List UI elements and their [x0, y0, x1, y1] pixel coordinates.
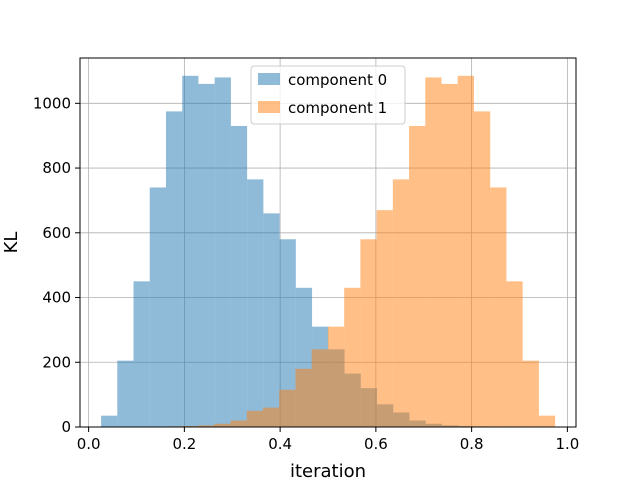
x-tick-label: 0.0: [77, 435, 101, 453]
histogram-bar: [182, 75, 199, 427]
legend-swatch-component-0: [258, 73, 280, 85]
histogram-bar: [149, 187, 166, 427]
histogram-bar: [409, 125, 426, 427]
histogram-bar: [279, 389, 296, 427]
histogram-bar: [246, 410, 263, 427]
y-tick-label: 800: [42, 159, 71, 177]
y-tick-label: 400: [42, 289, 71, 307]
y-tick-label: 600: [42, 224, 71, 242]
histogram-bar: [247, 179, 264, 427]
histogram-bar: [311, 349, 328, 427]
histogram-bar: [360, 239, 377, 427]
histogram-bar: [117, 360, 134, 427]
histogram-bar: [214, 77, 231, 427]
histogram-bar: [133, 281, 150, 427]
histogram-bar: [198, 83, 215, 427]
histogram-bar: [538, 415, 556, 427]
histogram-bar: [425, 77, 442, 427]
histogram-bar: [522, 360, 539, 427]
histogram-bar: [473, 111, 491, 427]
x-tick-label: 1.0: [555, 435, 579, 453]
histogram-bar: [327, 326, 345, 427]
histogram-bar: [198, 425, 215, 427]
x-tick-label: 0.4: [268, 435, 292, 453]
legend-label-component-1: component 1: [288, 99, 387, 117]
histogram-bar: [441, 83, 458, 427]
histogram-bar: [344, 287, 361, 427]
legend: component 0 component 1: [250, 65, 406, 125]
legend-swatch-component-1: [258, 101, 280, 113]
legend-label-component-0: component 0: [288, 71, 387, 89]
histogram-bar: [295, 368, 312, 427]
histogram-bar: [165, 111, 183, 427]
y-axis-title: KL: [1, 232, 22, 254]
histogram-bar: [230, 420, 247, 427]
histogram-bar: [392, 179, 410, 427]
y-tick-label: 1000: [33, 94, 71, 112]
histogram-bar: [376, 210, 393, 427]
legend-box: [250, 65, 406, 125]
histogram-bar: [279, 239, 296, 427]
histogram-bar: [262, 407, 280, 427]
histogram-bar: [490, 187, 507, 427]
histogram-bar: [506, 281, 523, 427]
histogram-bar: [101, 415, 118, 427]
axis-ticks: 0.0 0.2 0.4 0.6 0.8 1.0 0 200 400 600 800 1000: [33, 94, 579, 453]
plot-frame: [79, 57, 577, 428]
y-tick-label: 200: [42, 353, 71, 371]
x-tick-label: 0.2: [172, 435, 196, 453]
histogram-bar: [457, 75, 474, 427]
histogram-bar: [230, 125, 248, 427]
histogram-bar: [214, 423, 231, 427]
series-1: [133, 75, 556, 427]
y-tick-label: 0: [61, 418, 71, 436]
x-tick-label: 0.8: [460, 435, 484, 453]
x-tick-label: 0.6: [364, 435, 388, 453]
x-axis-title: iteration: [290, 461, 366, 480]
histogram-bar: [263, 213, 280, 427]
bars: [101, 75, 556, 427]
